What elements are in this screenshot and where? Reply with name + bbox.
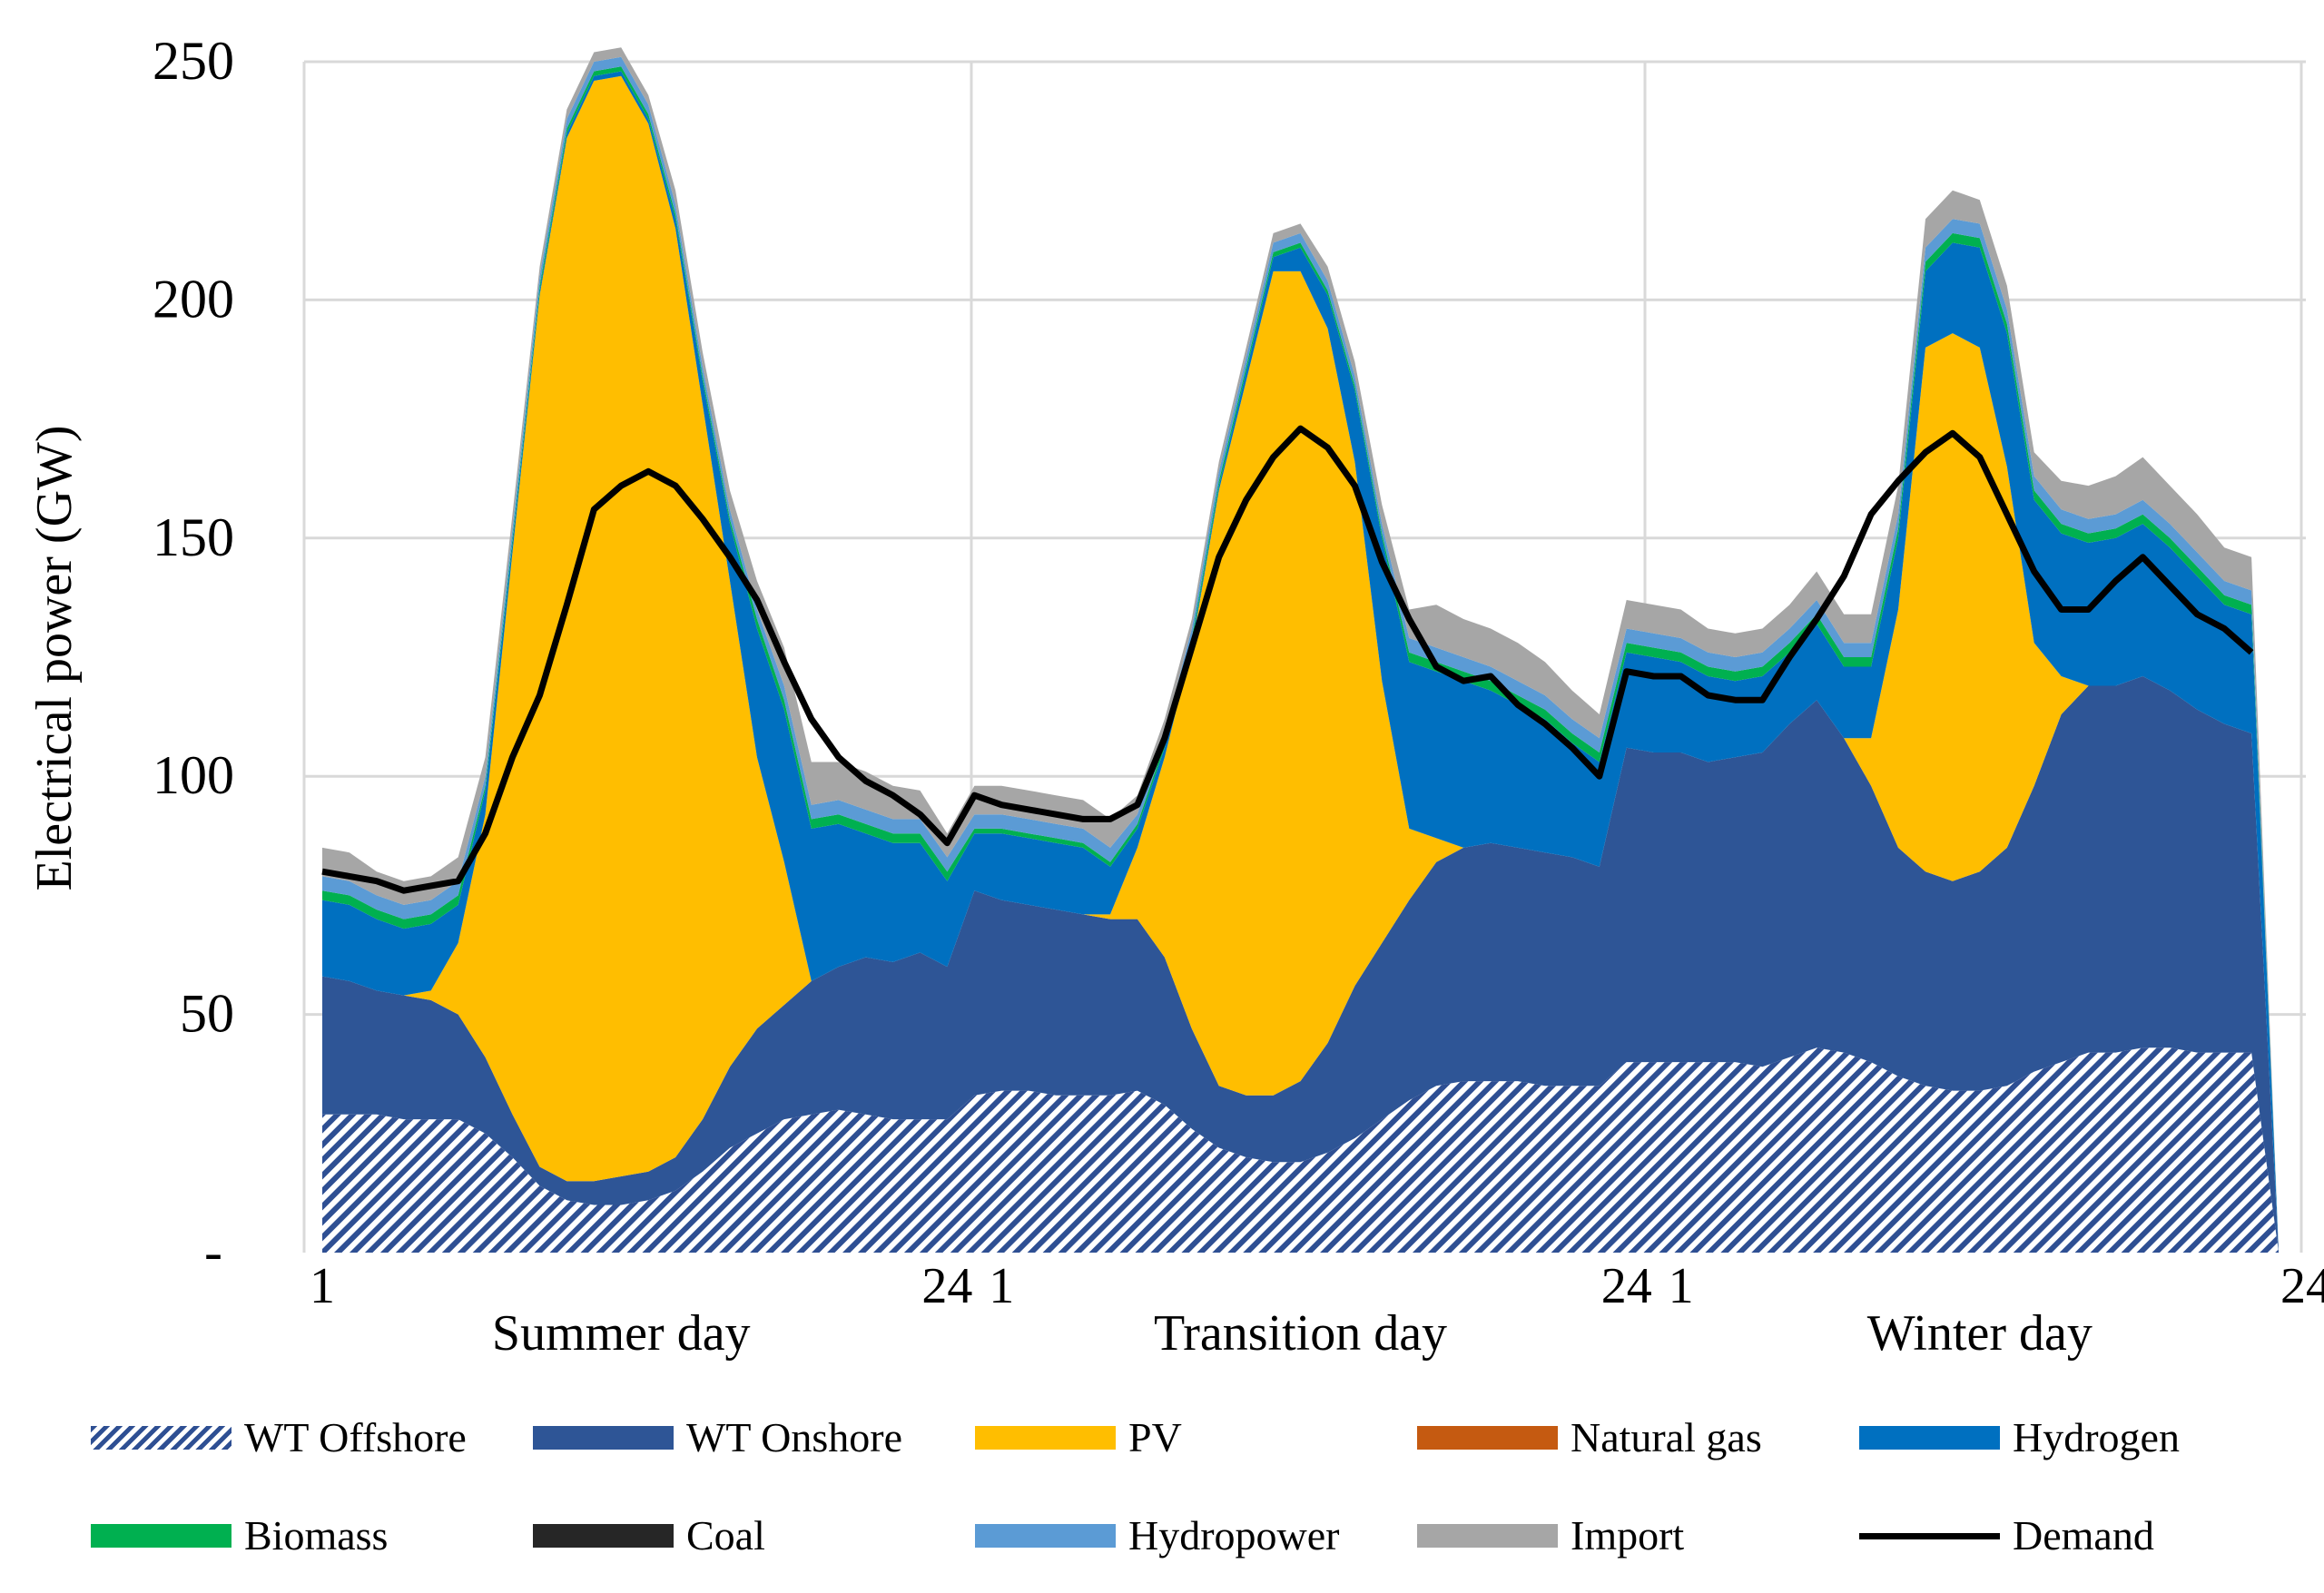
legend-swatch-onshore bbox=[533, 1426, 674, 1450]
y-tick-label: 150 bbox=[153, 507, 234, 567]
x-tick-label: 24 bbox=[921, 1258, 972, 1314]
legend-item-onshore: WT Onshore bbox=[533, 1416, 902, 1460]
legend-label-import: Import bbox=[1571, 1512, 1685, 1559]
legend-item-hydrogen: Hydrogen bbox=[1859, 1416, 2180, 1460]
legend-swatch-hydropower bbox=[975, 1524, 1116, 1548]
x-tick-label: 1 bbox=[1669, 1258, 1694, 1314]
legend-item-coal: Coal bbox=[533, 1514, 765, 1558]
y-axis-label: Electrical power (GW) bbox=[26, 425, 83, 890]
legend-label-offshore: WT Offshore bbox=[244, 1414, 467, 1460]
y-tick-label: 50 bbox=[180, 984, 234, 1044]
area-hydrogen bbox=[322, 71, 2306, 1253]
legend-swatch-coal bbox=[533, 1524, 674, 1548]
y-tick-label: - bbox=[204, 1222, 222, 1282]
legend-label-onshore: WT Onshore bbox=[686, 1414, 903, 1460]
demand-line bbox=[321, 425, 2254, 894]
legend-swatch-hydrogen bbox=[1859, 1426, 2000, 1450]
legend-item-offshore: WT Offshore bbox=[91, 1416, 467, 1460]
x-tick-label: 1 bbox=[989, 1258, 1014, 1314]
legend-swatch-biomass bbox=[91, 1524, 231, 1548]
legend-label-hydropower: Hydropower bbox=[1128, 1512, 1340, 1559]
legend-item-hydropower: Hydropower bbox=[975, 1514, 1340, 1558]
y-tick-label: 100 bbox=[153, 745, 234, 805]
day-group-label: Summer day bbox=[492, 1305, 751, 1362]
area-onshore bbox=[322, 676, 2306, 1253]
legend-label-demand: Demand bbox=[2013, 1512, 2154, 1559]
legend-label-biomass: Biomass bbox=[244, 1512, 389, 1559]
day-group-label: Transition day bbox=[1154, 1305, 1447, 1362]
legend-swatch-offshore bbox=[91, 1426, 231, 1450]
area-offshore bbox=[322, 1047, 2306, 1253]
legend-item-biomass: Biomass bbox=[91, 1514, 388, 1558]
legend-swatch-import bbox=[1417, 1524, 1558, 1548]
y-tick-label: 250 bbox=[153, 31, 234, 91]
legend-label-natural-gas: Natural gas bbox=[1571, 1414, 1762, 1460]
legend-swatch-natural-gas bbox=[1417, 1426, 1558, 1450]
legend-label-coal: Coal bbox=[686, 1512, 765, 1559]
x-tick-label: 24 bbox=[2280, 1258, 2324, 1314]
legend-item-demand: Demand bbox=[1859, 1514, 2154, 1558]
stacked-areas bbox=[322, 47, 2306, 1254]
axes: - 50 100 150 200 250 1 24 1 24 1 24 Summer day Transi… bbox=[153, 31, 2324, 1362]
legend-swatch-pv bbox=[975, 1426, 1116, 1450]
x-tick-label: 1 bbox=[310, 1258, 335, 1314]
legend-item-import: Import bbox=[1417, 1514, 1684, 1558]
chart-legend: WT Offshore WT Onshore PV Natural gas Hy… bbox=[91, 1416, 2297, 1558]
legend-item-natural-gas: Natural gas bbox=[1417, 1416, 1762, 1460]
area-pv bbox=[322, 75, 2306, 1254]
legend-item-pv: PV bbox=[975, 1416, 1182, 1460]
y-tick-label: 200 bbox=[153, 269, 234, 329]
day-group-label: Winter day bbox=[1867, 1305, 2093, 1362]
legend-label-hydrogen: Hydrogen bbox=[2013, 1414, 2180, 1460]
demand-line-group bbox=[321, 425, 2254, 894]
legend-label-pv: PV bbox=[1128, 1414, 1182, 1460]
legend-swatch-demand bbox=[1859, 1532, 2000, 1539]
x-tick-label: 24 bbox=[1601, 1258, 1652, 1314]
